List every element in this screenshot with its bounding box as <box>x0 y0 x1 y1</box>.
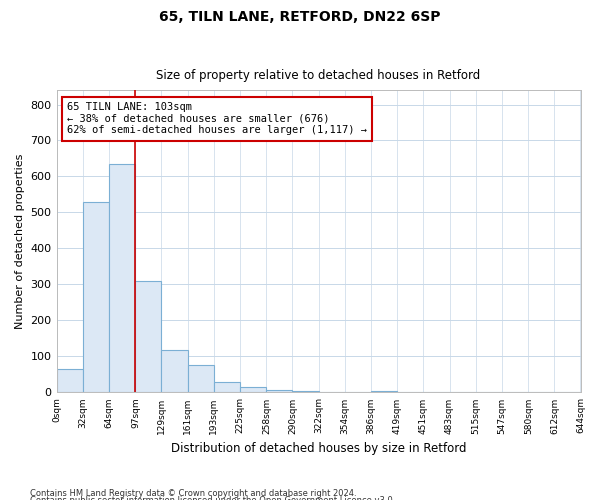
Bar <box>109 164 136 392</box>
Bar <box>161 350 188 393</box>
Text: Contains HM Land Registry data © Crown copyright and database right 2024.: Contains HM Land Registry data © Crown c… <box>30 488 356 498</box>
Bar <box>292 390 319 392</box>
Bar <box>239 388 266 392</box>
Bar <box>214 382 239 392</box>
Bar <box>266 390 292 392</box>
Bar <box>83 202 109 392</box>
Y-axis label: Number of detached properties: Number of detached properties <box>15 154 25 329</box>
Bar <box>56 369 83 392</box>
Bar <box>188 366 214 392</box>
Text: Contains public sector information licensed under the Open Government Licence v3: Contains public sector information licen… <box>30 496 395 500</box>
Bar <box>136 281 161 392</box>
Text: 65, TILN LANE, RETFORD, DN22 6SP: 65, TILN LANE, RETFORD, DN22 6SP <box>159 10 441 24</box>
X-axis label: Distribution of detached houses by size in Retford: Distribution of detached houses by size … <box>171 442 466 455</box>
Title: Size of property relative to detached houses in Retford: Size of property relative to detached ho… <box>157 69 481 82</box>
Bar <box>371 390 397 392</box>
Text: 65 TILN LANE: 103sqm
← 38% of detached houses are smaller (676)
62% of semi-deta: 65 TILN LANE: 103sqm ← 38% of detached h… <box>67 102 367 136</box>
